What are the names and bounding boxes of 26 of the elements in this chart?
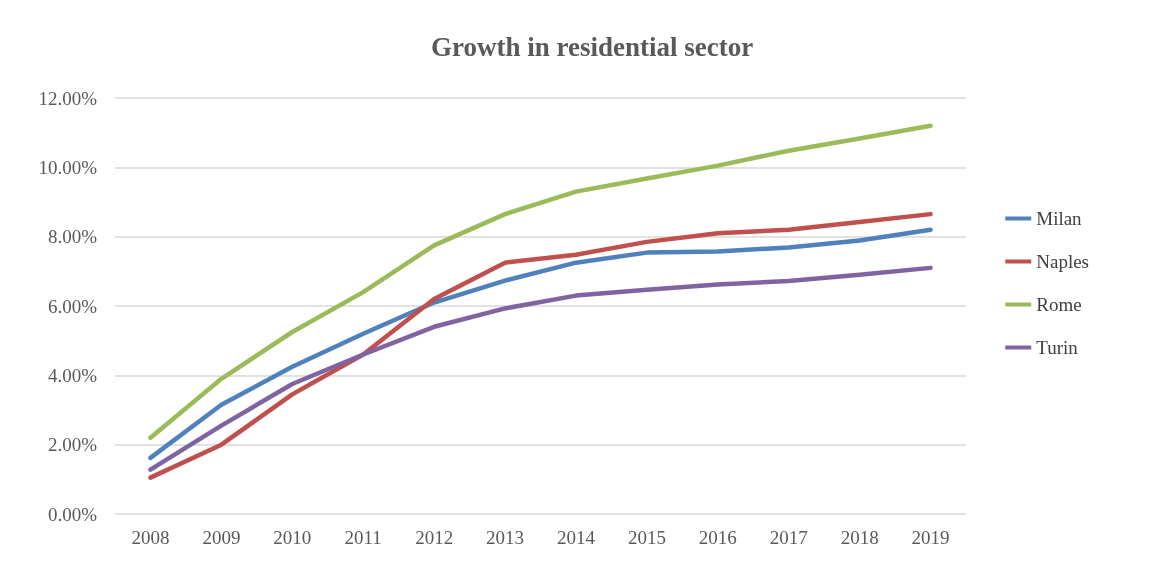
x-tick-label: 2015 (627, 527, 666, 548)
y-tick-label: 2.00% (47, 434, 98, 456)
legend-label: Rome (1036, 294, 1082, 315)
x-tick-label: 2014 (556, 527, 596, 548)
x-tick-label: 2010 (273, 527, 312, 548)
y-tick-label: 4.00% (47, 364, 98, 386)
chart-title: Growth in residential sector (430, 31, 754, 62)
x-tick-label: 2011 (344, 527, 382, 548)
legend-label: Milan (1036, 208, 1083, 229)
x-tick-label: 2008 (131, 527, 170, 548)
line-series (148, 123, 933, 440)
x-tick-label: 2009 (202, 527, 241, 548)
x-tick-label: 2013 (486, 527, 525, 548)
x-tick-label: 2018 (840, 527, 879, 548)
x-tick-label: 2017 (769, 527, 808, 548)
x-tick-label: 2016 (698, 527, 737, 548)
y-tick-label: 10.00% (38, 156, 98, 178)
y-tick-label: 6.00% (47, 295, 98, 317)
y-tick-label: 0.00% (47, 503, 98, 525)
y-tick-label: 12.00% (38, 87, 98, 109)
legend-label: Naples (1036, 251, 1090, 272)
y-tick-label: 8.00% (47, 226, 98, 248)
x-tick-label: 2019 (911, 527, 950, 548)
legend-label: Turin (1036, 337, 1079, 358)
line-series (148, 265, 933, 472)
x-tick-label: 2012 (415, 527, 454, 548)
